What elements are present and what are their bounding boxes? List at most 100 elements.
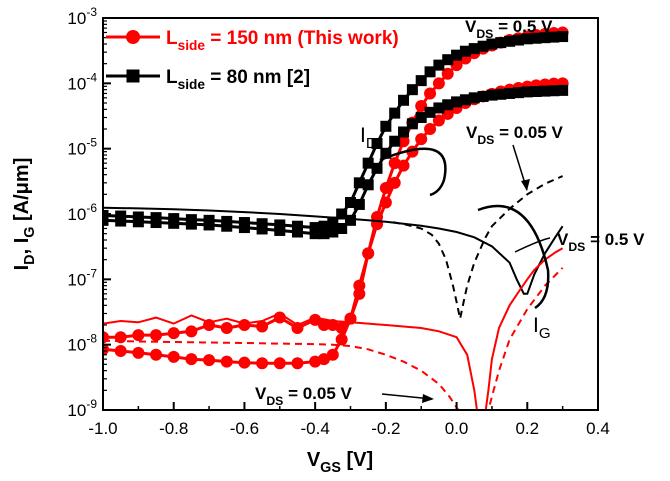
point-square-3-1 [115,215,127,227]
point-circle-0-4 [167,327,180,340]
point-circle-1-24 [415,133,428,146]
point-circle-0-12 [309,313,322,326]
point-circle-1-15 [335,333,348,346]
point-square-2-30 [468,43,480,55]
point-square-2-38 [539,32,551,44]
point-square-3-8 [238,222,250,234]
point-square-3-35 [512,87,524,99]
point-square-2-33 [495,37,507,49]
point-square-3-28 [451,96,463,108]
point-square-3-25 [424,106,436,118]
point-circle-0-9 [256,320,269,333]
point-square-2-22 [398,94,410,106]
point-square-2-37 [530,32,542,44]
point-square-2-21 [389,107,401,119]
point-circle-0-13 [317,318,330,331]
point-circle-0-8 [238,318,251,331]
point-square-2-27 [442,54,454,66]
annotation-vds-0.5-right: VDS = 0.5 V [557,230,645,254]
axes-layer [102,17,599,411]
text-layer: -1.0 -0.8 -0.6 -0.4 -0.2 0.0 0.2 0.4 10-9 10-8 10-… [11,5,645,476]
point-square-3-40 [557,84,569,96]
point-square-3-5 [185,218,197,230]
point-square-3-39 [548,85,560,97]
y-tick-label-0: 10-9 [67,397,97,420]
point-square-2-14 [327,216,339,228]
y-axis-title: ID, IG [A/μm] [11,158,38,271]
point-square-3-15 [336,222,348,234]
point-circle-1-5 [185,353,198,366]
point-square-3-29 [459,94,471,106]
point-circle-1-25 [424,122,437,135]
point-square-3-16 [345,214,356,226]
point-circle-0-27 [441,67,454,80]
annotation-vds-0.5-top: VDS = 0.5 V [465,17,553,41]
point-circle-0-11 [291,321,304,334]
y-tick-label-5: 10-4 [67,70,97,93]
series-line-6 [103,247,564,410]
arrowhead-vds-0.05-top [521,179,530,191]
annotation-ig: IG [533,314,551,342]
point-square-2-39 [548,31,560,43]
point-square-3-6 [203,219,215,231]
point-circle-1-7 [220,355,233,368]
point-square-3-3 [150,217,162,229]
point-circle-1-3 [150,348,163,361]
point-square-2-36 [521,33,533,45]
point-circle-1-9 [256,357,269,370]
x-tick-label-7: 0.4 [586,419,610,438]
point-square-3-13 [318,228,330,240]
series-line-4 [103,206,564,295]
point-square-3-24 [415,111,427,123]
point-circle-0-22 [397,135,410,148]
x-tick-label-4: -0.2 [371,419,400,438]
x-tick-label-3: -0.4 [300,419,329,438]
point-square-2-10 [274,219,286,231]
point-square-3-11 [291,226,303,238]
point-square-3-20 [380,147,392,159]
point-square-2-23 [406,84,418,96]
point-circle-1-0 [103,343,109,356]
x-tick-label-6: 0.2 [515,419,539,438]
x-tick-label-1: -0.8 [159,419,188,438]
point-square-2-12 [309,222,321,234]
point-square-2-17 [353,177,365,189]
point-circle-1-14 [326,348,339,361]
point-square-3-22 [398,126,410,138]
point-square-3-23 [406,118,418,130]
point-square-2-28 [451,49,463,61]
point-circle-1-10 [273,357,286,370]
annotation-id: ID [360,124,377,152]
legend-label-0: Lside = 150 nm (This work) [166,28,399,53]
x-tick-label-0: -1.0 [88,419,117,438]
point-circle-0-3 [150,329,163,342]
series-line-3 [103,88,563,236]
x-axis-title: VGS [V] [307,449,373,476]
point-square-2-34 [504,35,516,47]
legend-marker-1 [126,69,140,83]
point-square-3-30 [468,92,480,104]
point-circle-0-24 [415,99,428,112]
point-circle-1-22 [397,159,410,172]
point-square-3-31 [477,90,489,102]
point-square-3-21 [389,135,401,147]
y-tick-label-4: 10-5 [67,136,97,159]
x-tick-label-5: 0.0 [445,419,469,438]
point-circle-0-26 [432,77,445,90]
point-circle-1-6 [203,354,216,367]
y-tick-label-3: 10-6 [67,201,97,224]
point-circle-0-2 [132,329,145,342]
point-square-2-13 [318,220,330,232]
annotation-vds-0.05-top: VDS = 0.05 V [466,123,564,147]
point-circle-1-4 [167,350,180,363]
point-square-3-18 [362,179,374,191]
point-square-2-18 [362,157,374,169]
point-square-2-20 [380,120,392,132]
y-tick-label-2: 10-7 [67,266,97,289]
series-line-5 [392,175,564,319]
point-square-3-34 [504,87,516,99]
point-circle-1-18 [362,247,375,260]
y-tick-label-6: 10-3 [67,5,97,28]
point-circle-1-26 [432,114,445,127]
